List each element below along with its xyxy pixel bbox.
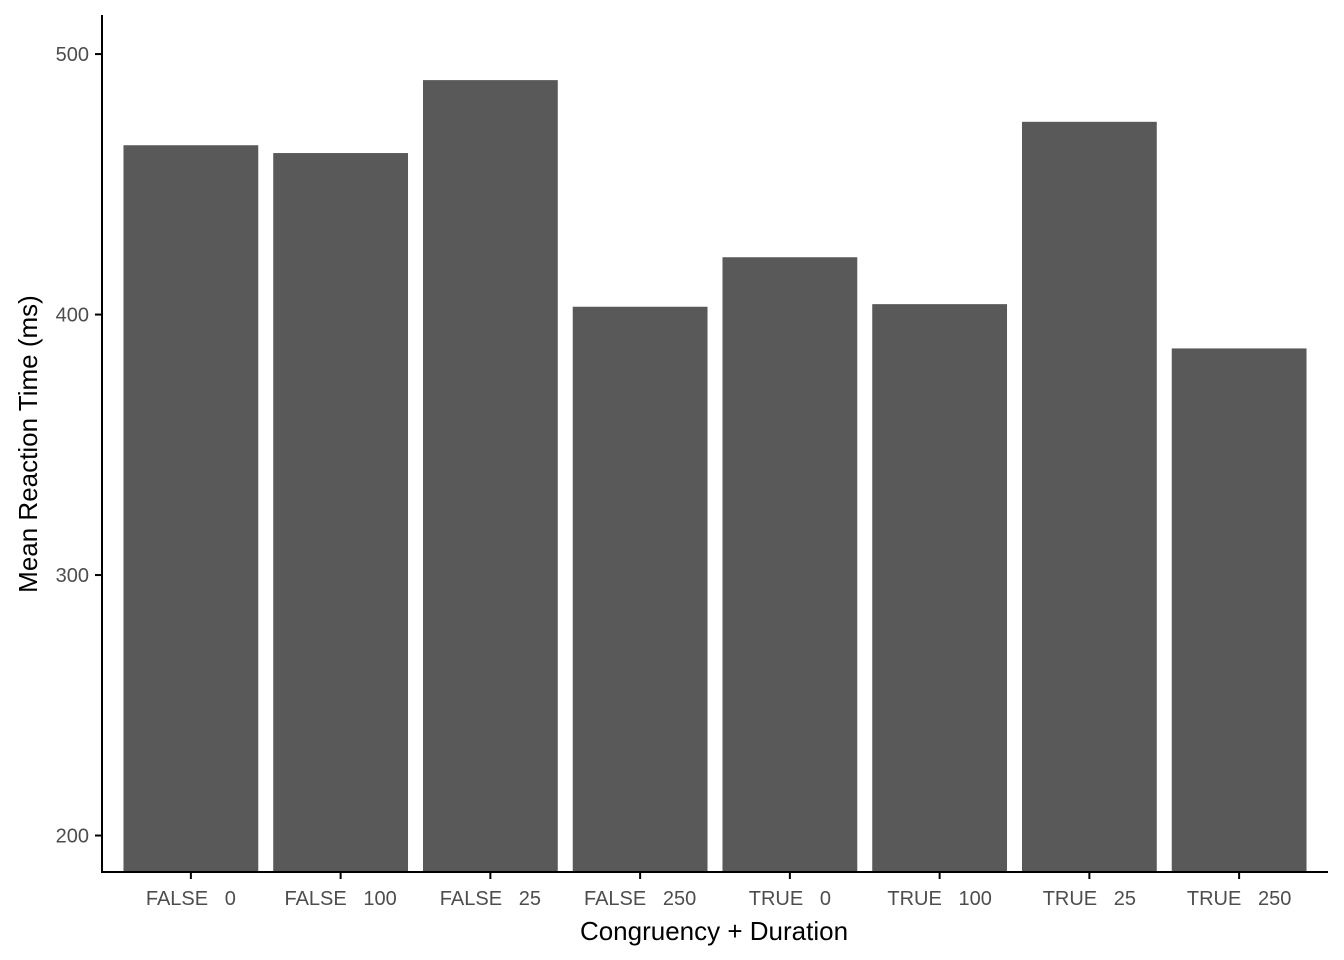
bar xyxy=(273,153,409,872)
bar xyxy=(123,145,259,873)
y-axis-title: Mean Reaction Time (ms) xyxy=(13,295,43,593)
x-tick-label: FALSE 25 xyxy=(440,888,541,910)
bar xyxy=(572,306,708,872)
y-axis-ticks: 200 300 400 500 xyxy=(56,44,102,848)
bar xyxy=(422,80,558,873)
bar xyxy=(1171,348,1307,872)
x-tick-label: TRUE 100 xyxy=(887,888,991,910)
x-tick-label: TRUE 25 xyxy=(1043,888,1136,910)
x-tick-label: FALSE 0 xyxy=(146,888,236,910)
bar xyxy=(872,304,1008,872)
y-tick-label: 400 xyxy=(56,305,89,327)
x-tick-label: FALSE 250 xyxy=(584,888,696,910)
x-axis-title: Congruency + Duration xyxy=(580,916,848,946)
y-tick-label: 300 xyxy=(56,565,89,587)
y-tick-label: 200 xyxy=(56,826,89,848)
bars-layer xyxy=(123,80,1307,873)
axes-layer xyxy=(101,15,1328,873)
x-tick-label: FALSE 100 xyxy=(284,888,396,910)
x-tick-label: TRUE 250 xyxy=(1187,888,1291,910)
x-axis-ticks: FALSE 0 FALSE 100 FALSE 25 FALSE 250 TRUE 0 T… xyxy=(146,872,1291,910)
bar xyxy=(722,257,858,872)
x-tick-label: TRUE 0 xyxy=(749,888,831,910)
y-tick-label: 500 xyxy=(56,44,89,66)
bar xyxy=(1021,121,1157,873)
